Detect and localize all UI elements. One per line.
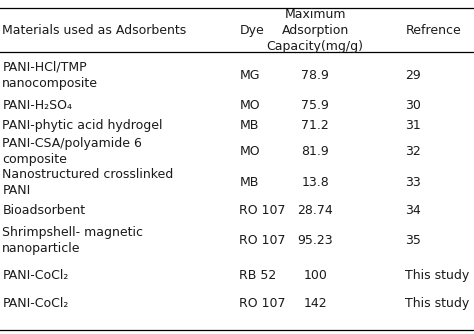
Text: 34: 34 xyxy=(405,204,421,217)
Text: 95.23: 95.23 xyxy=(297,234,333,247)
Text: 81.9: 81.9 xyxy=(301,146,329,158)
Text: RO 107: RO 107 xyxy=(239,297,286,310)
Text: 13.8: 13.8 xyxy=(301,176,329,188)
Text: MO: MO xyxy=(239,146,260,158)
Text: PANI-CoCl₂: PANI-CoCl₂ xyxy=(2,269,69,282)
Text: PANI-CoCl₂: PANI-CoCl₂ xyxy=(2,297,69,310)
Text: 31: 31 xyxy=(405,119,421,132)
Text: This study: This study xyxy=(405,269,470,282)
Text: Refrence: Refrence xyxy=(405,24,461,36)
Text: MB: MB xyxy=(239,119,259,132)
Text: 71.2: 71.2 xyxy=(301,119,329,132)
Text: 100: 100 xyxy=(303,269,327,282)
Text: Bioadsorbent: Bioadsorbent xyxy=(2,204,85,217)
Text: MG: MG xyxy=(239,69,260,81)
Text: PANI-CSA/polyamide 6
composite: PANI-CSA/polyamide 6 composite xyxy=(2,138,142,166)
Text: PANI-phytic acid hydrogel: PANI-phytic acid hydrogel xyxy=(2,119,163,132)
Text: 28.74: 28.74 xyxy=(297,204,333,217)
Text: Dye: Dye xyxy=(239,24,264,36)
Text: MO: MO xyxy=(239,99,260,112)
Text: Maximum
Adsorption
Capacity(mg/g): Maximum Adsorption Capacity(mg/g) xyxy=(267,8,364,52)
Text: PANI-H₂SO₄: PANI-H₂SO₄ xyxy=(2,99,73,112)
Text: RO 107: RO 107 xyxy=(239,234,286,247)
Text: 29: 29 xyxy=(405,69,421,81)
Text: PANI-HCl/TMP
nanocomposite: PANI-HCl/TMP nanocomposite xyxy=(2,61,99,90)
Text: 78.9: 78.9 xyxy=(301,69,329,81)
Text: RO 107: RO 107 xyxy=(239,204,286,217)
Text: 33: 33 xyxy=(405,176,421,188)
Text: This study: This study xyxy=(405,297,470,310)
Text: 30: 30 xyxy=(405,99,421,112)
Text: 142: 142 xyxy=(303,297,327,310)
Text: RB 52: RB 52 xyxy=(239,269,277,282)
Text: 35: 35 xyxy=(405,234,421,247)
Text: Materials used as Adsorbents: Materials used as Adsorbents xyxy=(2,24,187,36)
Text: 75.9: 75.9 xyxy=(301,99,329,112)
Text: Nanostructured crosslinked
PANI: Nanostructured crosslinked PANI xyxy=(2,168,173,196)
Text: 32: 32 xyxy=(405,146,421,158)
Text: Shrimpshell- magnetic
nanoparticle: Shrimpshell- magnetic nanoparticle xyxy=(2,226,143,255)
Text: MB: MB xyxy=(239,176,259,188)
